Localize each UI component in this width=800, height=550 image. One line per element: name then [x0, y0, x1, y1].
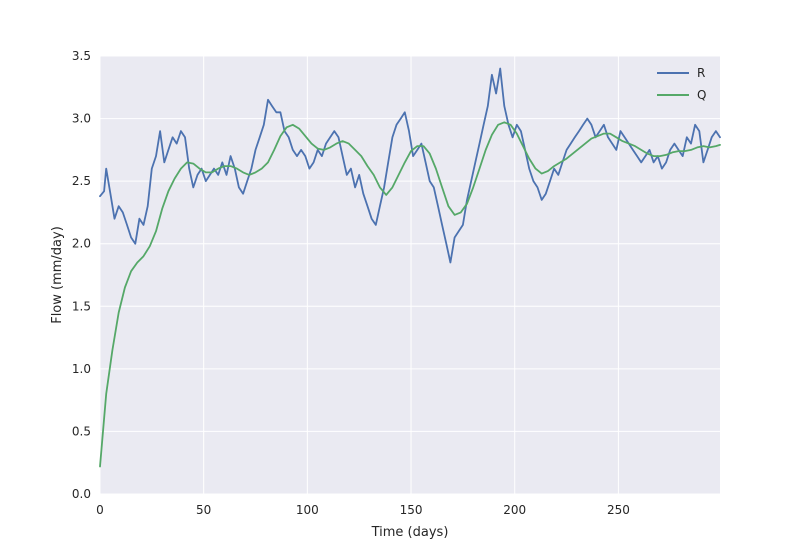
x-tick-label: 150	[400, 503, 423, 517]
x-tick-label: 100	[296, 503, 319, 517]
series-line-r	[99, 67, 721, 264]
x-tick-label: 250	[607, 503, 630, 517]
legend-label-q: Q	[697, 88, 706, 102]
series-lines	[99, 67, 721, 468]
x-axis-title: Time (days)	[371, 525, 449, 540]
y-tick-label: 1.5	[72, 299, 91, 313]
x-tick-label: 0	[96, 503, 104, 517]
x-tick-label: 200	[503, 503, 526, 517]
x-tick-label: 50	[196, 503, 211, 517]
grid	[99, 55, 720, 495]
y-tick-label: 2.0	[72, 237, 91, 251]
y-tick-label: 3.0	[72, 112, 91, 126]
y-tick-label: 3.5	[72, 49, 91, 63]
plot-background	[100, 56, 720, 494]
y-tick-label: 0.5	[72, 424, 91, 438]
y-axis-title: Flow (mm/day)	[50, 226, 65, 324]
legend-label-r: R	[697, 66, 705, 80]
y-tick-label: 2.5	[72, 174, 91, 188]
y-tick-label: 0.0	[72, 487, 91, 501]
y-tick-labels: 0.0 0.5 1.0 1.5 2.0 2.5 3.0 3.5	[72, 49, 91, 501]
series-line-q	[99, 121, 721, 468]
legend: R Q	[657, 66, 706, 102]
y-tick-label: 1.0	[72, 362, 91, 376]
x-tick-labels: 0 50 100 150 200 250	[96, 503, 630, 517]
